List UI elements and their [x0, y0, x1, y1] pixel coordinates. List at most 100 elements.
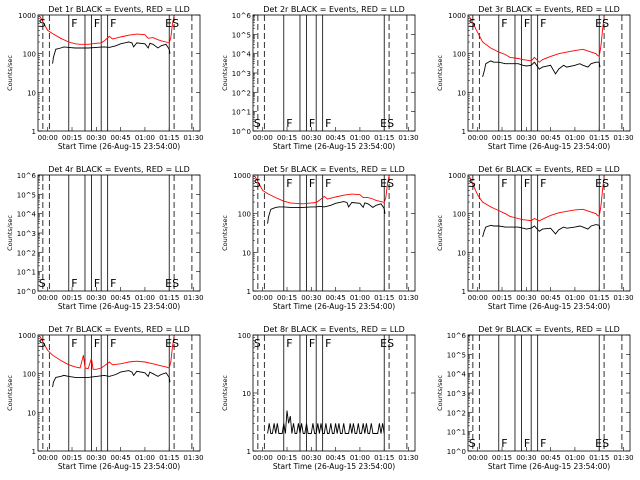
x-tick-label: 00:45 — [111, 454, 131, 462]
marker-label: F — [71, 337, 77, 350]
y-axis-label: Counts/sec — [221, 215, 229, 251]
events-series-line — [482, 224, 601, 238]
x-tick-label: 00:45 — [111, 294, 131, 302]
marker-label: F — [94, 17, 100, 30]
marker-label: S — [469, 437, 476, 450]
x-axis-label: Start Time (26-Aug-15 23:54:00) — [273, 142, 395, 151]
y-tick-label: 10 — [27, 409, 36, 417]
x-tick-label: 01:15 — [589, 294, 609, 302]
x-tick-label: 00:30 — [86, 294, 106, 302]
axes-frame — [467, 14, 631, 132]
y-tick-label: 10^4 — [232, 51, 252, 59]
lld-series-line — [39, 15, 175, 45]
marker-label: F — [325, 117, 331, 130]
lld-series-line — [469, 176, 605, 222]
marker-label: F — [524, 17, 530, 30]
lld-series-line — [39, 335, 175, 370]
y-tick-label: 10^2 — [447, 409, 466, 417]
chart-title: Det 2r BLACK = Events, RED = LLD — [263, 5, 405, 14]
x-axis-label: Start Time (26-Aug-15 23:54:00) — [58, 302, 180, 311]
x-tick-label: 00:45 — [541, 134, 561, 142]
marker-label: F — [94, 277, 100, 290]
axes-frame — [467, 334, 631, 452]
x-tick-label: 01:30 — [613, 454, 633, 462]
y-tick-label: 100 — [238, 211, 251, 219]
y-tick-label: 100 — [23, 371, 36, 379]
x-tick-label: 01:15 — [159, 294, 179, 302]
x-tick-label: 00:30 — [516, 294, 536, 302]
y-tick-label: 1 — [247, 288, 251, 296]
x-tick-label: 01:00 — [135, 454, 155, 462]
marker-label: ES — [380, 117, 394, 130]
y-tick-label: 10^6 — [447, 332, 467, 340]
y-tick-label: 100 — [238, 332, 251, 340]
x-tick-label: 00:45 — [111, 134, 131, 142]
x-tick-label: 00:30 — [301, 454, 321, 462]
y-tick-label: 10 — [457, 89, 466, 97]
x-axis-label: Start Time (26-Aug-15 23:54:00) — [488, 302, 610, 311]
marker-label: F — [110, 17, 116, 30]
x-tick-label: 01:00 — [350, 134, 370, 142]
x-tick-label: 00:30 — [86, 454, 106, 462]
x-tick-label: 00:30 — [301, 134, 321, 142]
marker-label: ES — [595, 17, 609, 30]
y-tick-label: 1 — [462, 288, 466, 296]
y-tick-label: 1 — [32, 448, 36, 456]
y-tick-label: 100 — [23, 51, 36, 59]
x-tick-label: 00:15 — [62, 294, 82, 302]
lld-series-line — [254, 175, 390, 205]
x-tick-label: 00:45 — [326, 454, 346, 462]
axes-frame — [252, 174, 416, 292]
x-axis-label: Start Time (26-Aug-15 23:54:00) — [58, 142, 180, 151]
marker-label: F — [325, 177, 331, 190]
x-tick-label: 00:00 — [253, 294, 273, 302]
x-tick-label: 01:15 — [589, 454, 609, 462]
y-tick-label: 10^3 — [447, 390, 466, 398]
lld-series-line — [469, 16, 605, 63]
marker-label: F — [309, 337, 315, 350]
marker-label: F — [110, 337, 116, 350]
y-tick-label: 10^6 — [232, 12, 252, 20]
y-tick-label: 1 — [32, 128, 36, 136]
y-tick-label: 10 — [457, 249, 466, 257]
x-tick-label: 00:15 — [62, 134, 82, 142]
y-tick-label: 1000 — [18, 12, 36, 20]
y-tick-label: 10^5 — [17, 191, 36, 199]
events-series-line — [482, 60, 601, 78]
x-tick-label: 01:00 — [135, 134, 155, 142]
y-tick-label: 10^0 — [447, 448, 466, 456]
x-tick-label: 00:00 — [468, 294, 488, 302]
marker-label: F — [540, 17, 546, 30]
y-tick-label: 10 — [242, 249, 251, 257]
marker-label: F — [286, 117, 292, 130]
x-tick-label: 01:00 — [565, 454, 585, 462]
marker-label: F — [524, 177, 530, 190]
chart-title: Det 1r BLACK = Events, RED = LLD — [48, 5, 190, 14]
x-tick-label: 00:15 — [277, 294, 297, 302]
marker-label: S — [39, 277, 46, 290]
y-tick-label: 100 — [453, 51, 466, 59]
marker-label: F — [540, 177, 546, 190]
marker-label: F — [94, 337, 100, 350]
y-tick-label: 100 — [453, 211, 466, 219]
y-axis-label: Counts/sec — [436, 55, 444, 91]
y-axis-label: Counts/sec — [6, 375, 14, 411]
y-tick-label: 10^3 — [232, 70, 251, 78]
marker-label: F — [309, 117, 315, 130]
marker-label: ES — [380, 337, 394, 350]
x-tick-label: 00:00 — [38, 294, 58, 302]
chart-title: Det 3r BLACK = Events, RED = LLD — [478, 5, 620, 14]
x-tick-label: 00:45 — [541, 294, 561, 302]
x-tick-label: 01:30 — [183, 294, 203, 302]
y-axis-label: Counts/sec — [6, 215, 14, 251]
x-tick-label: 00:15 — [492, 454, 512, 462]
events-series-line — [267, 201, 386, 224]
y-tick-label: 10^1 — [232, 109, 251, 117]
y-tick-label: 10^1 — [447, 429, 466, 437]
x-tick-label: 00:30 — [86, 134, 106, 142]
